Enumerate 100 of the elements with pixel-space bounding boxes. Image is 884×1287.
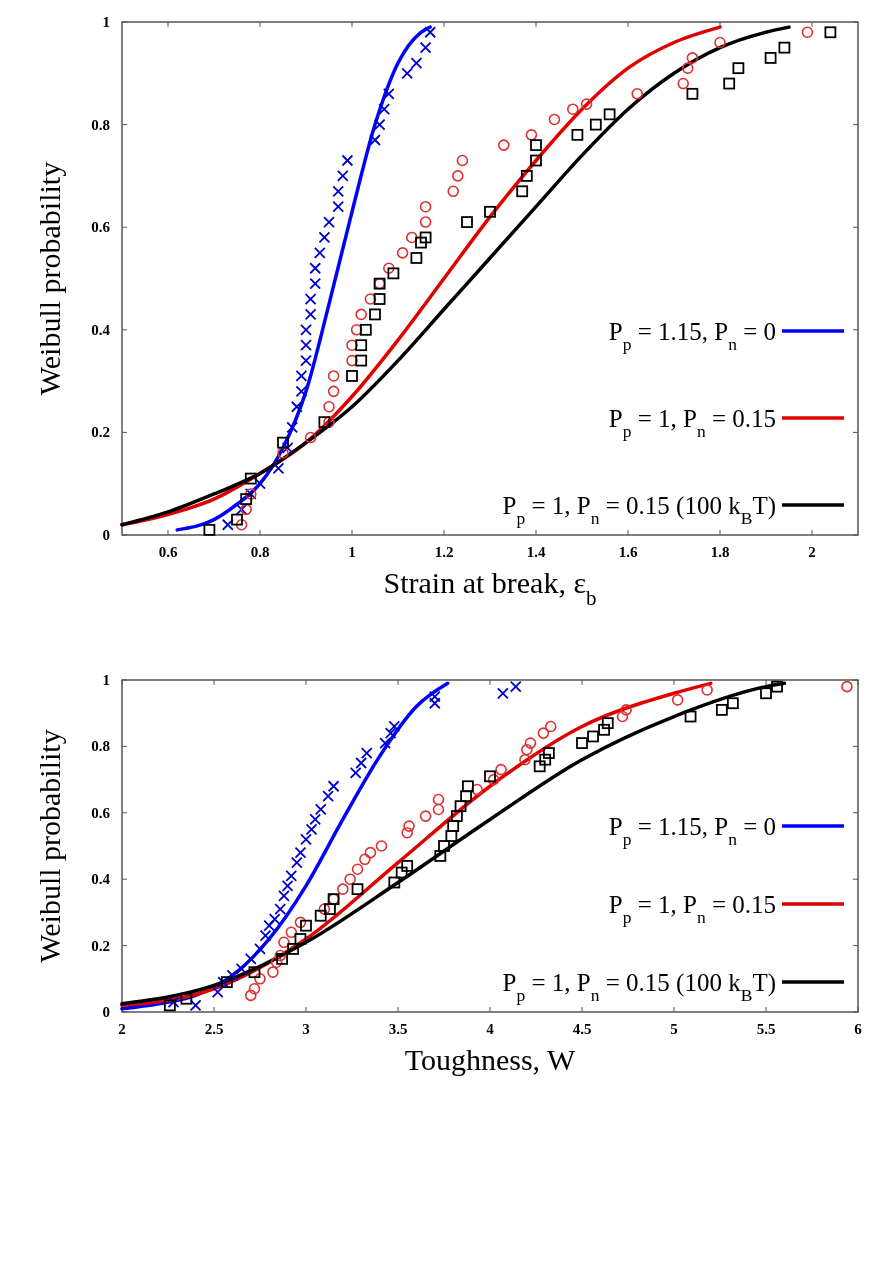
point	[254, 973, 266, 985]
point	[359, 323, 372, 336]
point	[677, 77, 689, 90]
point	[576, 737, 588, 749]
point	[295, 385, 308, 398]
point	[771, 680, 783, 693]
point	[456, 154, 469, 167]
point	[314, 803, 327, 816]
point	[327, 780, 340, 793]
point	[824, 26, 837, 39]
point	[726, 697, 739, 710]
point	[686, 52, 699, 64]
point	[287, 943, 300, 955]
point	[419, 41, 432, 54]
point	[373, 118, 386, 131]
point	[530, 154, 542, 167]
point	[278, 889, 290, 902]
point	[341, 154, 354, 167]
x-tick-label: 1.8	[710, 544, 730, 560]
point	[387, 267, 400, 280]
point	[841, 680, 853, 693]
point	[327, 370, 340, 382]
point	[272, 462, 285, 475]
point	[616, 710, 629, 723]
point	[484, 205, 496, 218]
point	[309, 813, 322, 826]
y-axis-title: Weibull probability	[33, 161, 66, 396]
point	[384, 727, 397, 740]
point	[346, 354, 358, 367]
point	[270, 956, 283, 968]
legend-label: P$_{p}$ = 1, P$_{n}$ = 0.15 (100 k$_{B}$T)	[502, 492, 776, 528]
point	[346, 339, 358, 351]
y-tick-label: 0.6	[91, 804, 111, 821]
point	[327, 385, 340, 398]
y-tick-label: 0.6	[91, 219, 111, 236]
point	[245, 989, 257, 1002]
point	[471, 783, 483, 796]
point	[587, 730, 599, 743]
point	[519, 753, 531, 766]
point	[349, 767, 362, 779]
point	[285, 926, 298, 939]
point	[300, 323, 312, 336]
point	[396, 247, 409, 259]
point	[304, 293, 317, 305]
point	[671, 694, 684, 706]
point	[432, 803, 445, 816]
point	[410, 57, 423, 69]
y-tick-label: 0.4	[91, 321, 111, 338]
point	[732, 62, 745, 75]
point	[533, 760, 546, 773]
point	[278, 936, 290, 949]
point	[167, 996, 180, 1008]
y-tick-label: 0.8	[91, 738, 110, 755]
point	[281, 441, 294, 454]
x-tick-label: 0.8	[250, 544, 270, 560]
x-tick-label: 3.5	[388, 1021, 408, 1037]
point	[419, 231, 432, 244]
legend-label: P$_{p}$ = 1, P$_{n}$ = 0.15	[608, 405, 776, 441]
point	[268, 913, 281, 925]
point	[580, 98, 593, 110]
point	[410, 252, 423, 264]
x-tick-label: 2	[118, 1021, 126, 1037]
point	[351, 883, 364, 896]
point	[318, 231, 331, 244]
point	[450, 810, 463, 823]
point	[211, 986, 224, 998]
point	[189, 999, 202, 1012]
point	[274, 903, 287, 915]
point	[163, 999, 176, 1012]
point	[603, 108, 616, 121]
point	[244, 952, 257, 965]
point	[403, 820, 415, 832]
point	[235, 962, 248, 975]
point	[290, 856, 303, 869]
point	[332, 185, 345, 198]
point	[452, 170, 464, 182]
x-tick-label: 5.5	[756, 1021, 776, 1037]
point	[318, 416, 331, 429]
point	[379, 737, 392, 749]
point	[447, 820, 460, 832]
point	[520, 170, 533, 182]
point	[445, 830, 458, 842]
point	[244, 472, 257, 485]
point	[300, 833, 312, 846]
legend-label: P$_{p}$ = 1, P$_{n}$ = 0.15 (100 k$_{B}$T)	[502, 969, 776, 1005]
x-axis-title: Strain at break, ε$_{b}$	[383, 566, 597, 610]
point	[447, 185, 459, 198]
point	[364, 846, 377, 859]
point	[314, 909, 327, 922]
point	[548, 113, 561, 126]
x-tick-label: 4	[486, 1021, 495, 1037]
y-tick-label: 0.2	[91, 937, 110, 954]
point	[318, 903, 331, 915]
point	[388, 720, 401, 733]
point	[378, 103, 391, 116]
point	[248, 966, 261, 979]
point	[351, 863, 364, 876]
point	[432, 793, 445, 806]
point	[221, 518, 234, 531]
point	[631, 88, 643, 100]
